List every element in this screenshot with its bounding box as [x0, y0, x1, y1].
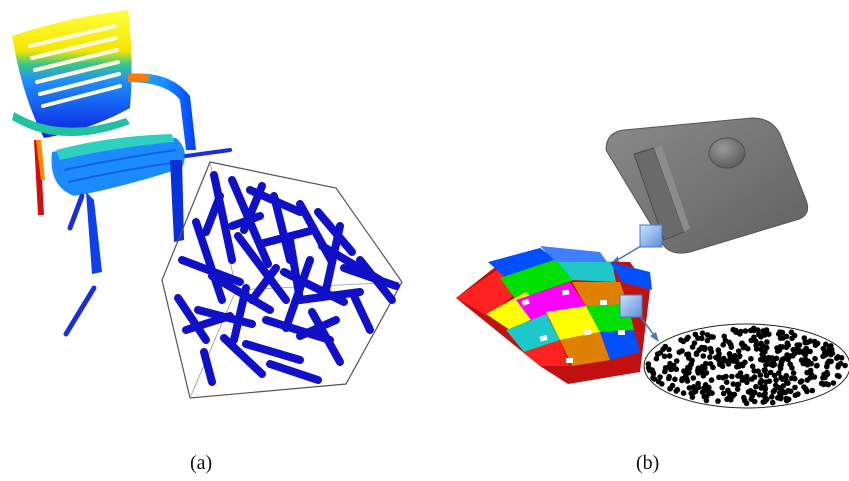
callout-arrow-upper — [613, 245, 642, 263]
chair-model — [12, 10, 232, 337]
fiber-bundle-in-box — [161, 161, 403, 399]
gray-plate-part — [605, 117, 809, 254]
caption-panel-b: (b) — [636, 452, 660, 474]
particle-dots — [645, 325, 848, 407]
plate-dome — [708, 137, 746, 169]
woven-fabric-patch — [456, 246, 652, 384]
particle-ellipse — [643, 323, 849, 409]
caption-panel-a: (a) — [190, 452, 213, 474]
chair-backrest-slats — [28, 24, 122, 108]
chair-armrest-right — [128, 73, 196, 150]
chair-leg-front-left — [86, 192, 102, 274]
chair-leg-back-left — [34, 140, 44, 215]
panel-a — [12, 10, 403, 399]
chair-leg-front-right — [170, 160, 184, 242]
panel-b — [456, 117, 849, 409]
plate-body — [605, 117, 809, 254]
callout-marker-lower — [619, 294, 643, 318]
chair-armrest-left — [12, 112, 130, 137]
fiber-rods — [174, 171, 400, 386]
callout-marker-upper — [639, 224, 663, 248]
fiber-box-outline — [161, 161, 403, 399]
